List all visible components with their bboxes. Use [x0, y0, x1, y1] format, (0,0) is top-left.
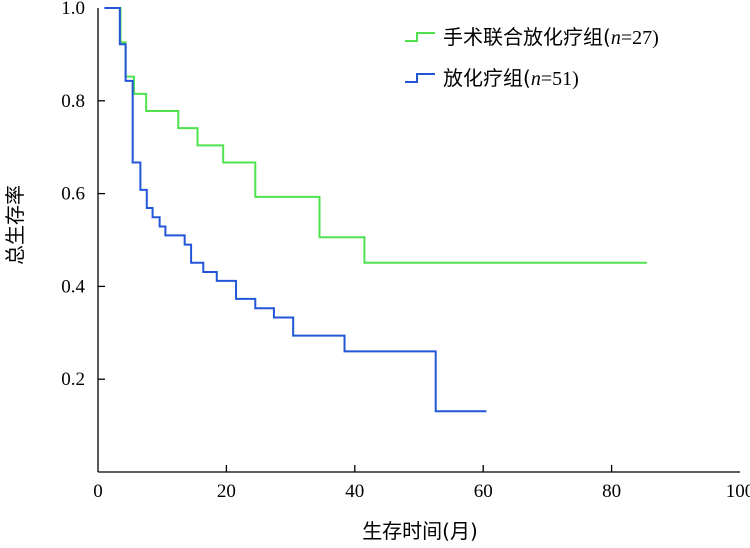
y-tick-label: 0.2 — [61, 369, 85, 390]
series-line-2 — [104, 7, 487, 413]
x-tick-label: 80 — [602, 481, 621, 502]
y-tick-label: 0.8 — [61, 91, 85, 112]
legend: 手术联合放化疗组(n=27) 放化疗组(n=51) — [405, 25, 659, 90]
axes — [97, 8, 740, 473]
x-tick-label: 100 — [726, 481, 750, 502]
legend-symbol-1 — [405, 32, 435, 42]
x-tick-label: 60 — [474, 481, 493, 502]
y-tick-label: 1.0 — [61, 0, 85, 19]
legend-label-1: 手术联合放化疗组(n=27) — [443, 25, 659, 49]
legend-symbol-2 — [405, 73, 435, 83]
y-axis-title: 总生存率 — [3, 185, 27, 265]
ticks: 0 20 40 60 80 100 0.2 0.4 0.6 0.8 1.0 — [61, 0, 750, 502]
y-tick-label: 0.4 — [61, 276, 85, 297]
x-axis-title: 生存时间(月) — [362, 519, 478, 543]
x-tick-label: 0 — [93, 481, 103, 502]
y-tick-label: 0.6 — [61, 184, 85, 205]
series-layer — [104, 7, 647, 413]
legend-label-2: 放化疗组(n=51) — [443, 66, 579, 90]
x-tick-label: 20 — [217, 481, 236, 502]
x-tick-label: 40 — [345, 481, 364, 502]
